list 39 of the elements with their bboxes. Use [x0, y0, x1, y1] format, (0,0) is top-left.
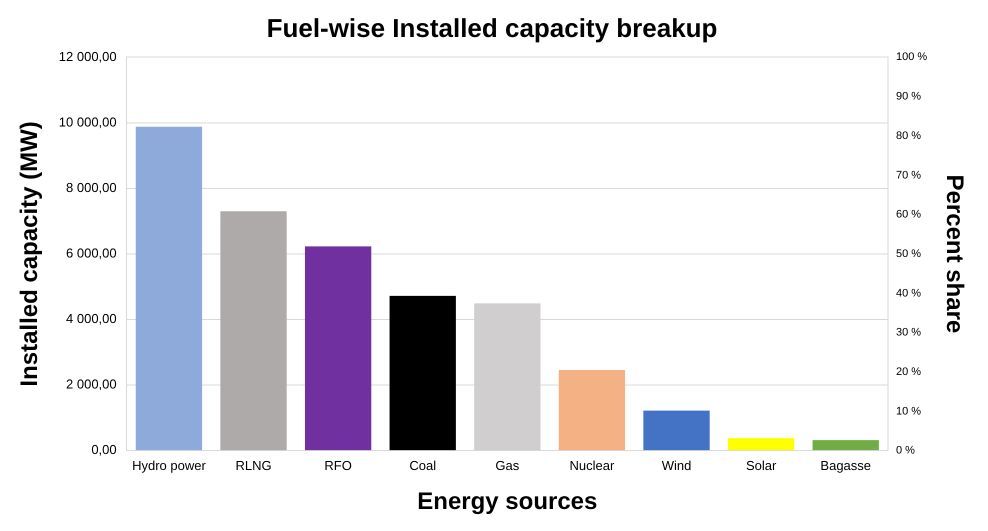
y2-tick-label: 30 % [896, 326, 922, 339]
y-tick-label: 0,00 [91, 442, 117, 458]
chart-title: Fuel-wise Installed capacity breakup [266, 12, 718, 43]
x-tick-label: Hydro power [132, 458, 206, 473]
y-tick-label: 2 000,00 [66, 376, 117, 392]
y-tick-label: 10 000,00 [58, 114, 117, 130]
y-tick-label: 6 000,00 [66, 245, 117, 260]
y2-tick-label: 60 % [896, 208, 922, 221]
x-tick-label: Gas [495, 458, 520, 473]
x-axis-title: Energy sources [417, 488, 598, 516]
x-tick-label: Bagasse [820, 458, 872, 473]
y-tick-label: 4 000,00 [66, 311, 117, 326]
bar [136, 126, 202, 450]
y2-axis-title: Percent share [940, 174, 968, 334]
y2-tick-label: 10 % [896, 405, 922, 418]
y2-tick-label: 90 % [896, 90, 922, 103]
y2-tick-label: 100 % [896, 51, 928, 64]
bar [728, 438, 794, 450]
y-tick-label: 12 000,00 [58, 48, 117, 64]
x-tick-label: RFO [324, 458, 352, 473]
y-axis-title: Installed capacity (MW) [16, 121, 44, 387]
bar [558, 370, 626, 450]
x-tick-label: Coal [409, 458, 436, 473]
y-tick-label: 8 000,00 [66, 180, 117, 195]
y2-tick-label: 20 % [896, 366, 922, 378]
bar [812, 440, 879, 450]
y2-tick-label: 40 % [896, 287, 922, 300]
x-tick-label: RLNG [235, 458, 272, 473]
bar [643, 410, 710, 450]
x-tick-label: Solar [746, 458, 777, 473]
y2-tick-label: 50 % [896, 248, 922, 260]
y2-tick-label: 0 % [896, 444, 916, 457]
x-tick-label: Wind [662, 458, 692, 473]
x-tick-label: Nuclear [570, 458, 615, 473]
y2-tick-label: 70 % [896, 169, 922, 182]
bar [304, 246, 372, 450]
bar [220, 211, 287, 450]
y2-tick-label: 80 % [896, 130, 922, 142]
bar [390, 296, 456, 450]
